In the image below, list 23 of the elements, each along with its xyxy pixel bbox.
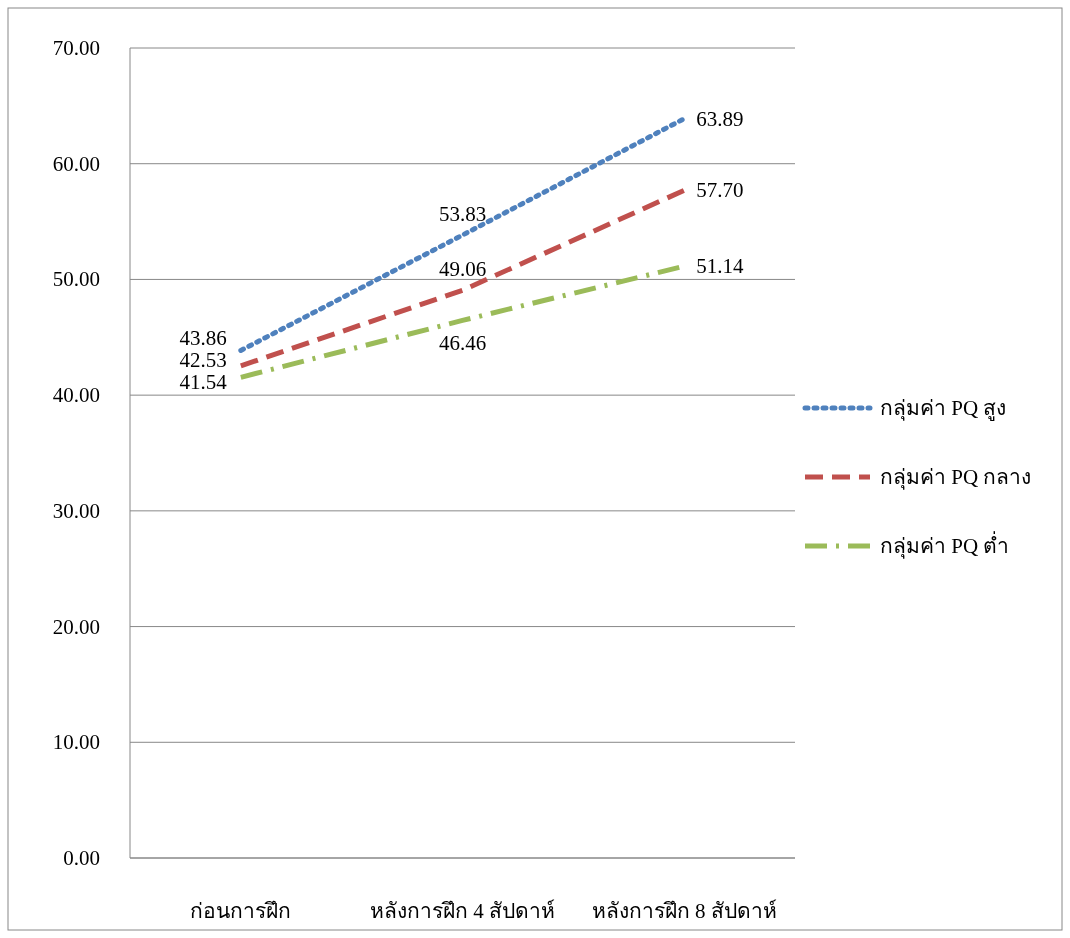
y-tick-label: 70.00: [52, 36, 100, 60]
y-tick-label: 40.00: [52, 383, 100, 408]
y-tick-label: 0.00: [63, 846, 100, 870]
data-label: 57.70: [696, 178, 744, 203]
y-tick-label: 50.00: [52, 267, 100, 292]
x-tick-label: หลังการฝึก 4 สัปดาห์: [370, 899, 555, 923]
x-tick-label: หลังการฝึก 8 สัปดาห์: [591, 899, 777, 923]
data-label: 49.06: [438, 257, 487, 282]
legend-label: กลุ่มค่า PQ สูง: [880, 396, 1007, 421]
data-label: 43.86: [179, 326, 227, 351]
data-label: 42.53: [179, 348, 227, 373]
y-tick-label: 10.00: [52, 730, 100, 755]
legend-label: กลุ่มค่า PQ ต่ำ: [880, 531, 1010, 559]
x-tick-label: ก่อนการฝึก: [190, 899, 292, 923]
y-tick-label: 20.00: [52, 614, 100, 639]
data-label: 41.54: [179, 370, 227, 395]
data-label: 46.46: [438, 331, 487, 356]
y-tick-label: 30.00: [52, 498, 100, 523]
data-label: 53.83: [438, 202, 487, 227]
y-tick-label: 60.00: [52, 151, 100, 176]
data-label: 51.14: [696, 254, 744, 279]
legend-label: กลุ่มค่า PQ กลาง: [880, 465, 1032, 490]
data-label: 63.89: [696, 106, 744, 131]
